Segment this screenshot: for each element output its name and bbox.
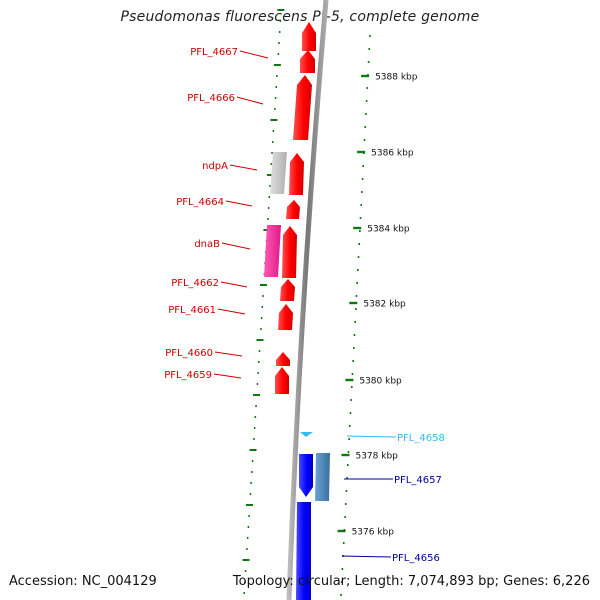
label-leader-lines xyxy=(213,50,397,558)
genome-summary-label: Topology: circular; Length: 7,074,893 bp… xyxy=(232,574,590,589)
scale-tick-ring xyxy=(340,35,371,596)
gene-feature-blue-b[interactable] xyxy=(296,502,311,600)
gene-label[interactable]: PFL_4660 xyxy=(165,348,213,359)
label-leader xyxy=(239,50,269,59)
gene-label[interactable]: PFL_4659 xyxy=(164,370,212,381)
gene-feature-pfl-4662[interactable] xyxy=(280,279,295,301)
gene-feature-pfl-4664[interactable] xyxy=(286,200,300,219)
label-leader xyxy=(220,281,248,288)
label-leader xyxy=(214,351,243,357)
gene-feature-pfl-4667b[interactable] xyxy=(300,50,315,73)
label-leader xyxy=(229,164,258,171)
gene-label[interactable]: PFL_4662 xyxy=(171,278,219,289)
accession-label: Accession: NC_004129 xyxy=(9,574,157,589)
gene-feature-blue-a[interactable] xyxy=(299,454,313,497)
label-leader xyxy=(236,96,264,105)
gene-label[interactable]: PFL_4658 xyxy=(397,433,445,444)
scale-labels: 5388 kbp 5386 kbp 5384 kbp 5382 kbp 5380 kbp… xyxy=(337,73,418,538)
gene-feature-ndpa[interactable] xyxy=(289,153,304,195)
gene-label[interactable]: PFL_4661 xyxy=(168,305,216,316)
scale-label: 5378 kbp xyxy=(355,452,398,462)
scale-label: 5382 kbp xyxy=(363,300,406,310)
gene-feature-grey[interactable] xyxy=(270,152,287,194)
gene-label[interactable]: PFL_4664 xyxy=(176,197,224,208)
reverse-strand-features xyxy=(275,22,316,394)
genome-backbone xyxy=(286,0,329,600)
gene-feature-pfl-4657[interactable] xyxy=(315,453,330,501)
gene-feature-pfl-4659[interactable] xyxy=(275,367,289,394)
scale-label: 5384 kbp xyxy=(367,225,410,235)
outer-tick-ring xyxy=(242,9,285,594)
gene-feature-pfl-4661[interactable] xyxy=(278,304,293,330)
gene-feature-dnab[interactable] xyxy=(282,226,297,278)
gene-label[interactable]: dnaB xyxy=(194,239,220,250)
reverse-strand-labels: PFL_4667 PFL_4666 ndpA PFL_4664 dnaB PFL_4662… xyxy=(164,47,238,381)
gene-label[interactable]: PFL_4666 xyxy=(187,93,235,104)
forward-strand-labels: PFL_4658 PFL_4657 PFL_4656 xyxy=(392,433,445,564)
gene-feature-pink[interactable] xyxy=(264,225,281,277)
label-leader xyxy=(346,435,397,438)
forward-strand-features xyxy=(296,432,330,600)
label-leader xyxy=(213,373,242,379)
map-title: Pseudomonas fluorescens Pf-5, complete g… xyxy=(120,9,480,25)
scale-label: 5386 kbp xyxy=(371,149,414,159)
gene-label[interactable]: ndpA xyxy=(202,161,228,172)
gene-feature-pfl-4666[interactable] xyxy=(293,75,312,140)
scale-label: 5376 kbp xyxy=(352,528,395,538)
gene-label[interactable]: PFL_4657 xyxy=(394,475,442,486)
gene-feature-pfl-4658[interactable] xyxy=(300,432,313,437)
gene-feature-pfl-4667[interactable] xyxy=(302,22,316,51)
scale-label: 5388 kbp xyxy=(375,73,418,83)
gene-label[interactable]: PFL_4667 xyxy=(190,47,238,58)
gene-label[interactable]: PFL_4656 xyxy=(392,553,440,564)
label-leader xyxy=(225,200,253,207)
scale-label: 5380 kbp xyxy=(359,377,402,387)
label-leader xyxy=(221,242,251,250)
gene-feature-pfl-4660[interactable] xyxy=(276,352,290,366)
label-leader xyxy=(341,555,392,558)
label-leader xyxy=(217,308,246,315)
